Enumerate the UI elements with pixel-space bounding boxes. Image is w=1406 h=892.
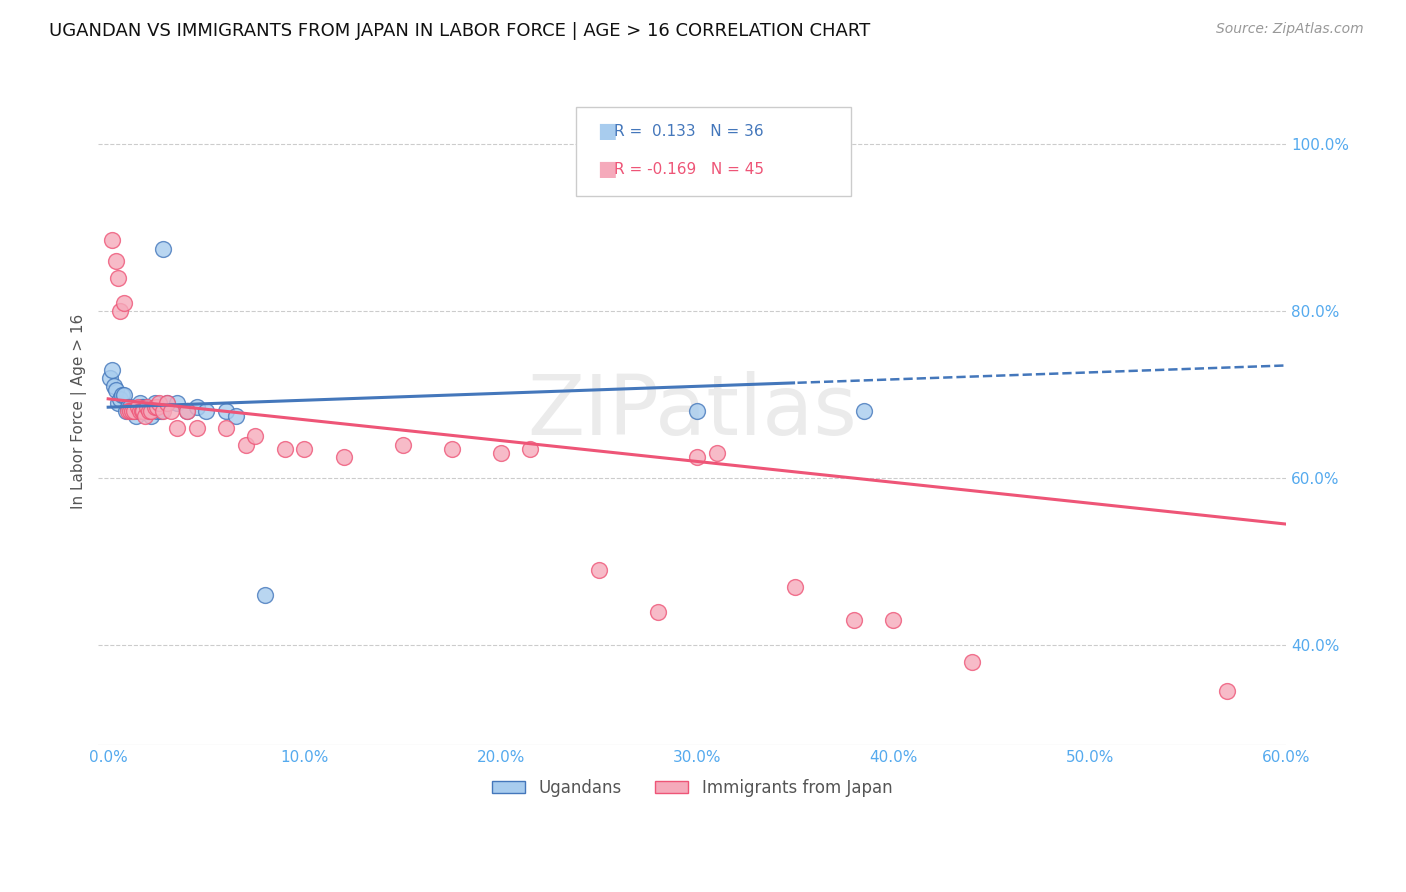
Point xyxy=(489,446,512,460)
Point xyxy=(118,404,141,418)
Text: ■: ■ xyxy=(598,121,617,141)
Point xyxy=(150,404,173,418)
Point xyxy=(852,404,875,418)
Point xyxy=(960,655,983,669)
Point xyxy=(176,404,198,418)
Point xyxy=(121,404,143,418)
Point xyxy=(215,404,238,418)
Point xyxy=(148,396,170,410)
Point xyxy=(108,304,131,318)
Point xyxy=(101,233,124,247)
Text: ■: ■ xyxy=(598,160,617,179)
Point xyxy=(112,296,135,310)
Point xyxy=(131,404,153,418)
Point xyxy=(146,404,169,418)
Point xyxy=(785,580,807,594)
Point xyxy=(176,404,198,418)
Point xyxy=(152,404,174,418)
Point xyxy=(146,400,169,414)
Point xyxy=(143,400,166,414)
Point xyxy=(882,613,904,627)
Point xyxy=(108,392,131,406)
Point xyxy=(195,404,218,418)
Point xyxy=(128,396,150,410)
Point xyxy=(519,442,541,456)
Point xyxy=(156,396,179,410)
Point xyxy=(117,400,139,414)
Text: R = -0.169   N = 45: R = -0.169 N = 45 xyxy=(614,162,765,177)
Point xyxy=(686,450,709,465)
Point xyxy=(166,396,188,410)
Point xyxy=(136,404,159,418)
Point xyxy=(138,404,160,418)
Point xyxy=(186,400,208,414)
Point xyxy=(98,371,121,385)
Point xyxy=(225,409,247,423)
Point xyxy=(103,379,125,393)
Point xyxy=(143,396,166,410)
Point xyxy=(107,270,129,285)
Point xyxy=(156,396,179,410)
Point xyxy=(706,446,728,460)
Point xyxy=(391,438,413,452)
Point xyxy=(166,421,188,435)
Point xyxy=(274,442,297,456)
Point xyxy=(160,404,183,418)
Text: Source: ZipAtlas.com: Source: ZipAtlas.com xyxy=(1216,22,1364,37)
Point xyxy=(124,409,146,423)
Point xyxy=(152,242,174,256)
Point xyxy=(141,409,163,423)
Point xyxy=(105,384,128,398)
Point xyxy=(686,404,709,418)
Point xyxy=(134,404,156,418)
Point xyxy=(245,429,267,443)
Point xyxy=(132,400,155,414)
Point xyxy=(127,400,149,414)
Point xyxy=(842,613,865,627)
Point xyxy=(112,387,135,401)
Point xyxy=(132,404,155,418)
Point xyxy=(1216,684,1239,698)
Point xyxy=(107,396,129,410)
Point xyxy=(138,404,160,418)
Text: ZIPatlas: ZIPatlas xyxy=(527,371,858,452)
Point xyxy=(588,563,610,577)
Point xyxy=(118,400,141,414)
Point xyxy=(121,404,143,418)
Point xyxy=(122,404,145,418)
Point xyxy=(128,404,150,418)
Point xyxy=(111,387,134,401)
Point xyxy=(105,254,128,268)
Point xyxy=(647,605,669,619)
Point xyxy=(294,442,316,456)
Point xyxy=(440,442,463,456)
Point xyxy=(136,400,159,414)
Point xyxy=(127,404,149,418)
Point xyxy=(141,404,163,418)
Point xyxy=(114,404,136,418)
Point xyxy=(101,362,124,376)
Point xyxy=(122,404,145,418)
Point xyxy=(117,404,139,418)
Point xyxy=(131,400,153,414)
Legend: Ugandans, Immigrants from Japan: Ugandans, Immigrants from Japan xyxy=(485,772,898,804)
Point xyxy=(254,588,277,602)
Text: UGANDAN VS IMMIGRANTS FROM JAPAN IN LABOR FORCE | AGE > 16 CORRELATION CHART: UGANDAN VS IMMIGRANTS FROM JAPAN IN LABO… xyxy=(49,22,870,40)
Point xyxy=(235,438,257,452)
Text: R =  0.133   N = 36: R = 0.133 N = 36 xyxy=(614,124,763,138)
Point xyxy=(215,421,238,435)
Y-axis label: In Labor Force | Age > 16: In Labor Force | Age > 16 xyxy=(72,314,87,509)
Point xyxy=(186,421,208,435)
Point xyxy=(134,409,156,423)
Point xyxy=(332,450,354,465)
